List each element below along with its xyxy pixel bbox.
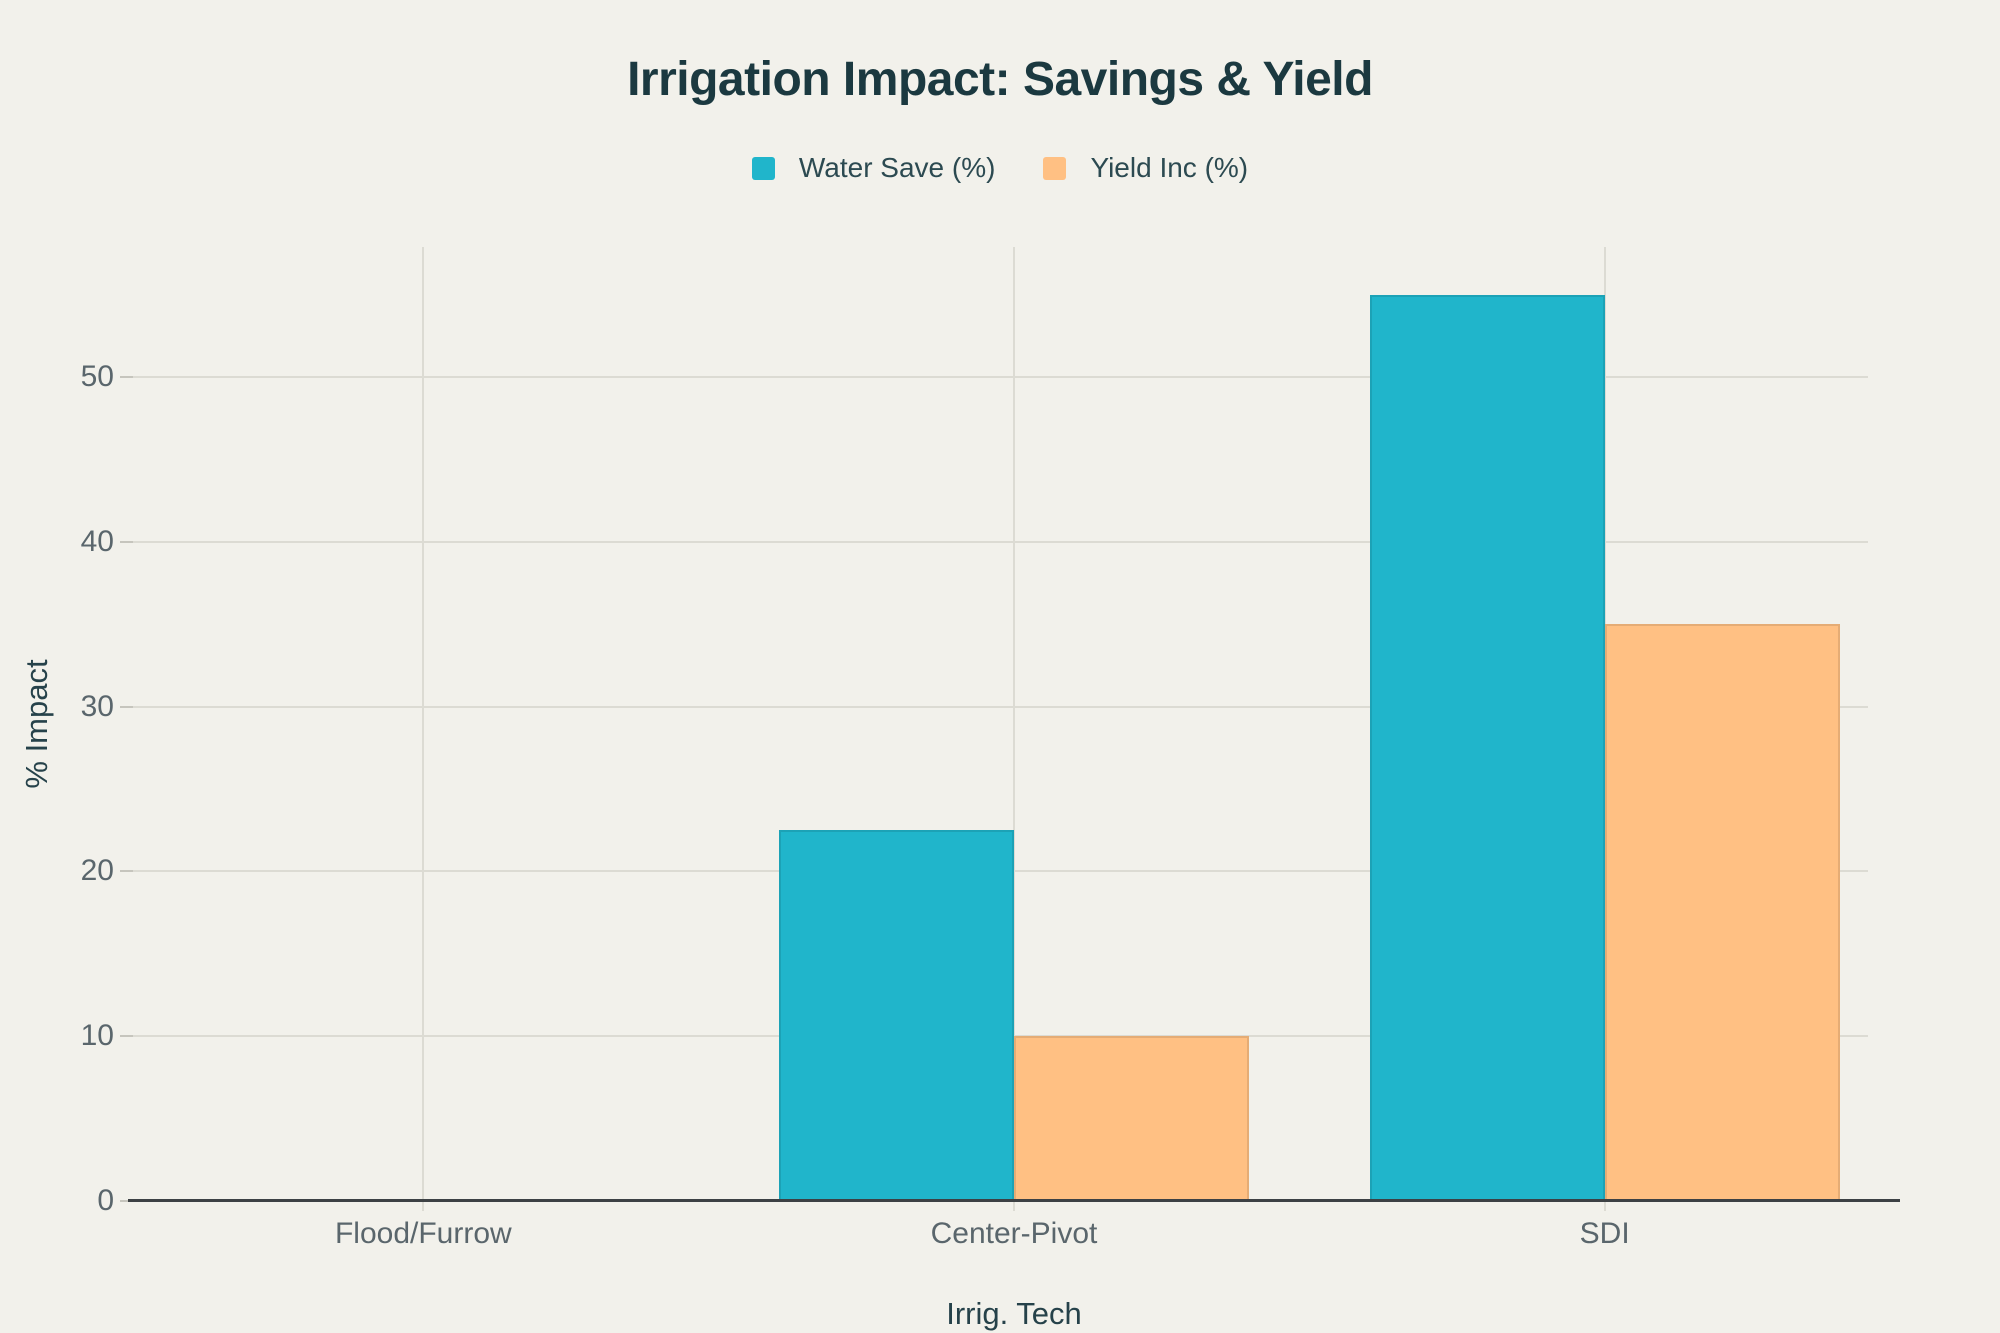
x-tick-label-center-pivot: Center-Pivot (930, 1217, 1098, 1250)
gridline-y-50 (128, 376, 1868, 379)
bar-yield-inc-sdi[interactable] (1604, 624, 1840, 1201)
x-tick-label-sdi: SDI (1579, 1217, 1630, 1250)
y-tick-mark-20 (120, 870, 133, 873)
bar-water-save-sdi[interactable] (1369, 295, 1605, 1201)
x-axis-line (128, 1199, 1900, 1202)
y-tick-mark-0 (120, 1200, 133, 1202)
y-tick-label-40: 40 (80, 524, 114, 558)
bar-yield-inc-center-pivot[interactable] (1014, 1036, 1249, 1201)
y-axis-title: % Impact (19, 659, 54, 789)
water-save-swatch-icon (751, 156, 775, 180)
legend: Water Save (%) Yield Inc (%) (0, 152, 2000, 184)
x-axis-title: Irrig. Tech (946, 1296, 1082, 1331)
yield-inc-swatch-icon (1043, 156, 1067, 180)
y-tick-mark-50 (120, 376, 133, 379)
y-tick-label-30: 30 (80, 689, 114, 723)
legend-item-yield-inc[interactable]: Yield Inc (%) (1043, 152, 1248, 184)
gridline-x-center-pivot (1013, 247, 1015, 1211)
bar-water-save-center-pivot[interactable] (779, 830, 1014, 1201)
y-tick-mark-30 (120, 705, 133, 708)
legend-label-yield-inc: Yield Inc (%) (1090, 152, 1249, 183)
y-tick-mark-10 (120, 1035, 133, 1038)
x-tick-label-flood-furrow: Flood/Furrow (334, 1217, 512, 1250)
gridline-y-40 (128, 540, 1868, 543)
y-tick-label-0: 0 (97, 1184, 114, 1217)
y-tick-label-20: 20 (80, 854, 114, 888)
gridline-y-30 (128, 705, 1868, 708)
y-tick-label-10: 10 (80, 1019, 114, 1053)
y-tick-mark-40 (120, 540, 133, 543)
gridline-x-flood-furrow (422, 247, 425, 1211)
chart-title: Irrigation Impact: Savings & Yield (627, 53, 1373, 106)
legend-item-water-save[interactable]: Water Save (%) (751, 152, 996, 184)
legend-label-water-save: Water Save (%) (798, 152, 996, 183)
y-tick-label-50: 50 (80, 360, 114, 394)
